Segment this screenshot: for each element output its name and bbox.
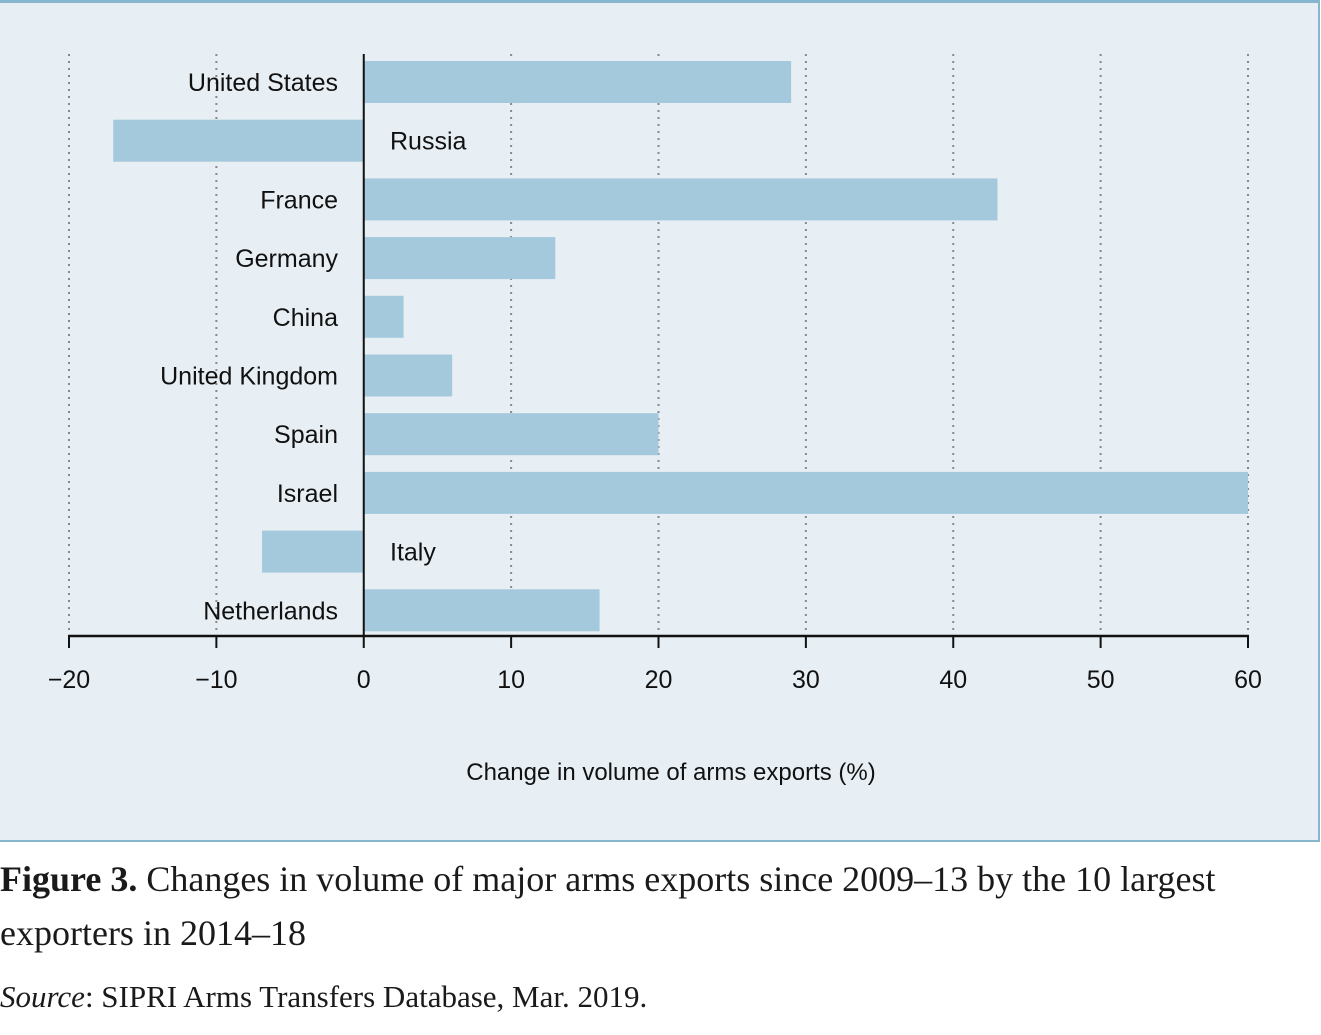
category-label: Spain <box>274 421 338 449</box>
source-text: : SIPRI Arms Transfers Database, Mar. 20… <box>84 979 648 1014</box>
bar <box>363 61 792 103</box>
bar <box>262 530 364 573</box>
bar <box>113 119 364 162</box>
category-label: Germany <box>235 245 338 273</box>
bar <box>363 589 600 632</box>
bar <box>363 413 659 456</box>
bar <box>363 237 556 280</box>
category-label: Netherlands <box>203 597 338 625</box>
category-label: Israel <box>277 480 338 508</box>
x-tick-label: 60 <box>1234 666 1262 694</box>
source-label: Source <box>0 979 85 1014</box>
figure-label: Figure 3. <box>0 859 138 899</box>
bar <box>363 295 404 338</box>
category-label: Russia <box>390 128 467 156</box>
category-label: United Kingdom <box>160 363 338 391</box>
category-labels: United States Russia France Germany China Uni… <box>160 69 466 625</box>
x-tick-label: 50 <box>1087 666 1115 694</box>
bar-chart: United States Russia France Germany China Uni… <box>48 54 1262 786</box>
caption-text: Changes in volume of major arms exports … <box>0 859 1216 953</box>
category-label: United States <box>188 69 338 97</box>
x-axis: −20 −10 0 10 20 30 40 50 60 <box>48 54 1262 694</box>
category-label: Italy <box>390 539 436 567</box>
category-label: China <box>273 304 338 332</box>
figure-caption: Figure 3. Changes in volume of major arm… <box>0 852 1315 960</box>
x-tick-label: 20 <box>645 666 673 694</box>
category-label: France <box>260 186 338 214</box>
x-tick-label: −10 <box>195 666 237 694</box>
bars <box>113 61 1248 632</box>
bar <box>363 178 998 221</box>
x-tick-label: 30 <box>792 666 820 694</box>
gridlines <box>68 54 1249 636</box>
source-note: Source: SIPRI Arms Transfers Database, M… <box>0 974 647 1020</box>
bar <box>363 471 1248 514</box>
x-tick-label: 10 <box>497 666 525 694</box>
x-axis-title: Change in volume of arms exports (%) <box>466 759 876 786</box>
bar <box>363 354 453 397</box>
x-tick-label: 0 <box>357 666 371 694</box>
x-tick-label: −20 <box>48 666 90 694</box>
x-tick-label: 40 <box>939 666 967 694</box>
